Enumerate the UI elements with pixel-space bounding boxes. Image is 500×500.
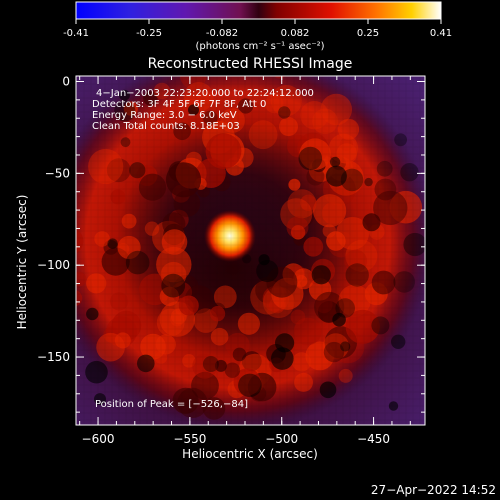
plot-frame <box>75 75 426 426</box>
x-axis-label: Heliocentric X (arcsec) <box>182 447 318 461</box>
colorbar-tick-label: 0.082 <box>281 28 310 39</box>
plot-title: Reconstructed RHESSI Image <box>148 56 353 72</box>
detectors: Detectors: 3F 4F 5F 6F 7F 8F, Att 0 <box>92 99 266 110</box>
y-tick-label: −50 <box>45 166 70 180</box>
axis-ticks: −600 −550 −500 −450 0 −50 −100 −150 <box>37 75 425 446</box>
y-axis-label: Heliocentric Y (arcsec) <box>15 195 29 330</box>
footer-date: 27−Apr−2022 14:52 <box>371 483 496 497</box>
x-tick-label: −550 <box>173 432 206 446</box>
x-tick-label: −500 <box>265 432 298 446</box>
colorbar-unit-label: (photons cm⁻² s⁻¹ asec⁻²) <box>195 41 324 52</box>
colorbar-tick-label: -0.25 <box>136 28 162 39</box>
colorbar-tick-label: -0.41 <box>63 28 89 39</box>
y-tick-label: 0 <box>62 75 70 89</box>
y-tick-label: −100 <box>37 258 70 272</box>
info-block: 4−Jan−2003 22:23:20.000 to 22:24:12.000 … <box>92 88 314 132</box>
colorbar-ticks: -0.41 -0.25 -0.082 0.082 0.25 0.41 <box>63 19 452 39</box>
energy-range: Energy Range: 3.0 − 6.0 keV <box>92 110 237 121</box>
x-tick-label: −450 <box>357 432 390 446</box>
colorbar-tick-label: 0.41 <box>430 28 452 39</box>
pixel-grid <box>76 76 425 425</box>
colorbar: -0.41 -0.25 -0.082 0.082 0.25 0.41 (photons c… <box>63 1 452 52</box>
time-range: 4−Jan−2003 22:23:20.000 to 22:24:12.000 <box>96 88 314 99</box>
x-tick-label: −600 <box>82 432 115 446</box>
peak-position: Position of Peak = [−526,−84] <box>95 399 248 410</box>
image-panel <box>54 76 425 425</box>
clean-counts: Clean Total counts: 8.18E+03 <box>92 121 240 132</box>
colorbar-tick-label: -0.082 <box>206 28 238 39</box>
colorbar-gradient <box>75 1 442 20</box>
emission-blotch <box>54 224 66 236</box>
colorbar-tick-label: 0.25 <box>357 28 379 39</box>
y-tick-label: −150 <box>37 350 70 364</box>
